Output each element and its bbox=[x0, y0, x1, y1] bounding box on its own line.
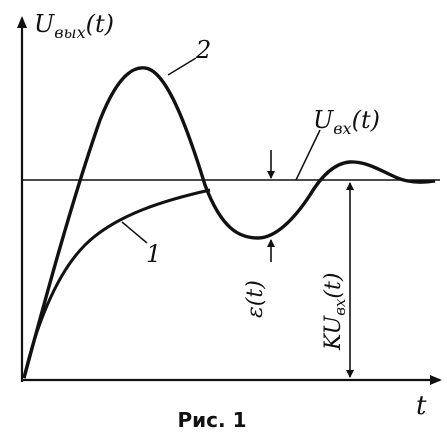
leader-curve-2 bbox=[167, 57, 197, 76]
leader-input bbox=[295, 129, 321, 181]
curve-1-label: 1 bbox=[146, 240, 161, 268]
curve-2 bbox=[22, 66, 436, 379]
error-label: ε(t) bbox=[243, 280, 268, 318]
input-label: Uвх(t) bbox=[313, 106, 380, 138]
curve-2-label: 2 bbox=[195, 36, 211, 64]
y-axis-label: Uвых(t) bbox=[34, 10, 114, 42]
figure-caption: Рис. 1 bbox=[177, 408, 246, 432]
x-axis-label: t bbox=[416, 391, 427, 421]
curve-1 bbox=[22, 188, 211, 379]
leader-curve-1 bbox=[121, 221, 148, 244]
kuin-label: KUвх(t) bbox=[321, 273, 349, 351]
